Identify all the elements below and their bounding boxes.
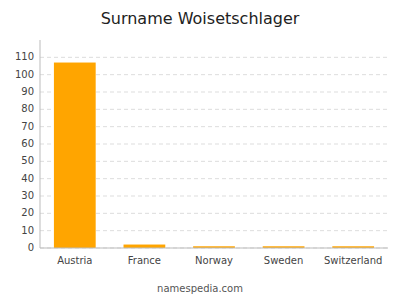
y-tick-label: 70 [21, 121, 34, 132]
y-tick-label: 60 [21, 138, 34, 149]
y-tick-label: 0 [28, 242, 34, 253]
y-tick-label: 20 [21, 207, 34, 218]
y-tick-label: 80 [21, 103, 34, 114]
bar [124, 245, 166, 248]
y-tick-label: 110 [15, 51, 34, 62]
x-tick-label: Sweden [264, 255, 304, 266]
bars [54, 63, 374, 248]
grid-line [40, 248, 388, 249]
y-tick-label: 10 [21, 225, 34, 236]
grid-line [40, 57, 388, 58]
chart-container: 0 10 20 30 40 50 60 70 80 90 100 110 Austria France No… [0, 0, 400, 300]
bar [54, 63, 96, 248]
x-tick-label: France [128, 255, 161, 266]
y-tick-label: 40 [21, 173, 34, 184]
chart-svg: 0 10 20 30 40 50 60 70 80 90 100 110 Austria France No… [0, 0, 400, 300]
chart-title: Surname Woisetschlager [101, 9, 300, 28]
grid [40, 57, 388, 248]
y-tick-label: 30 [21, 190, 34, 201]
x-axis-line [40, 248, 388, 249]
x-tick-label: Norway [195, 255, 233, 266]
watermark: namespedia.com [157, 283, 243, 294]
y-axis-line [40, 40, 41, 248]
x-tick-label: Switzerland [324, 255, 382, 266]
x-tick-label: Austria [57, 255, 92, 266]
y-tick-label: 100 [15, 69, 34, 80]
y-tick-label: 90 [21, 86, 34, 97]
y-tick-label: 50 [21, 155, 34, 166]
